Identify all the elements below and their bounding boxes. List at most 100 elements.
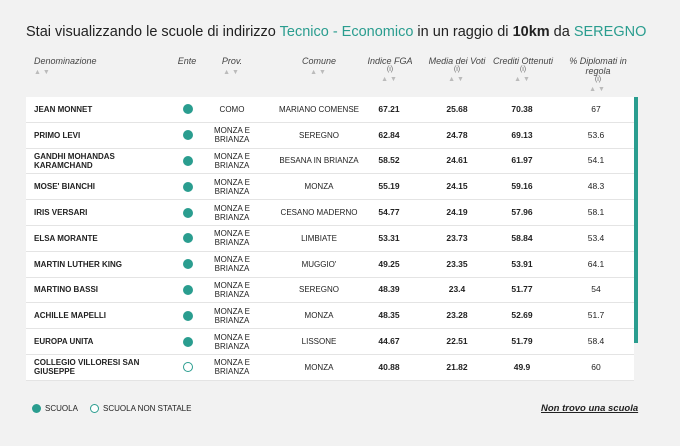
- fga-cell: 49.25: [378, 258, 400, 269]
- statale-dot-icon: [183, 284, 193, 295]
- title-city: SEREGNO: [573, 24, 647, 40]
- diplomati-cell: 67: [591, 103, 601, 114]
- prov-cell: COMO: [219, 104, 245, 114]
- fga-cell: 55.19: [378, 181, 400, 192]
- sort-icon[interactable]: ▲▼: [589, 86, 607, 93]
- school-name: COLLEGIO VILLORESI SAN GIUSEPPE: [34, 358, 140, 377]
- column-header-voti[interactable]: Media dei Voti (i) ▲▼: [426, 56, 488, 83]
- crediti-cell: 51.77: [511, 284, 533, 295]
- ente-cell: [176, 303, 200, 328]
- voti-cell: 24.78: [446, 129, 468, 140]
- column-label-comune: Comune: [301, 56, 337, 66]
- fga-cell: 48.35: [378, 310, 400, 321]
- crediti-cell: 70.38: [511, 103, 533, 114]
- ente-cell: [176, 149, 200, 174]
- sort-icon[interactable]: ▲▼: [223, 69, 241, 76]
- prov-cell: MONZA E BRIANZA: [213, 177, 250, 196]
- sort-icon[interactable]: ▲▼: [381, 76, 399, 83]
- scrollbar[interactable]: [634, 97, 638, 343]
- crediti-cell: 69.13: [511, 129, 533, 140]
- comune-cell: MONZA: [304, 362, 334, 372]
- table-row[interactable]: MOSE' BIANCHI MONZA E BRIANZA MONZA 55.19 24…: [26, 174, 634, 201]
- info-icon[interactable]: (i): [594, 76, 602, 83]
- crediti-cell: 58.84: [511, 232, 533, 243]
- sort-icon[interactable]: ▲▼: [514, 76, 532, 83]
- statale-dot-icon: [183, 233, 193, 244]
- school-name: GANDHI MOHANDAS KARAMCHAND: [34, 151, 115, 170]
- table-header: Denominazione ▲▼ Ente Prov. ▲▼ Comune ▲▼…: [26, 52, 640, 93]
- table-row[interactable]: IRIS VERSARI MONZA E BRIANZA CESANO MADERN…: [26, 200, 634, 226]
- school-name: MARTIN LUTHER KING: [34, 259, 122, 269]
- prov-cell: MONZA E BRIANZA: [213, 306, 250, 325]
- school-name: PRIMO LEVI: [34, 130, 81, 140]
- school-name: MARTINO BASSI: [34, 285, 98, 295]
- column-header-fga[interactable]: Indice FGA (i) ▲▼: [362, 56, 418, 83]
- school-name: ACHILLE MAPELLI: [34, 311, 106, 321]
- sort-icon[interactable]: ▲▼: [310, 69, 328, 76]
- info-icon[interactable]: (i): [453, 66, 461, 73]
- column-header-crediti[interactable]: Crediti Ottenuti (i) ▲▼: [490, 56, 556, 83]
- statale-dot-icon: [183, 310, 193, 321]
- column-label-ente: Ente: [177, 56, 197, 66]
- info-icon[interactable]: (i): [519, 66, 527, 73]
- diplomati-cell: 54.1: [587, 155, 605, 166]
- sort-icon[interactable]: ▲▼: [34, 69, 52, 76]
- ente-cell: [176, 123, 200, 148]
- statale-dot-icon: [183, 181, 193, 192]
- crediti-cell: 61.97: [511, 155, 533, 166]
- fga-cell: 44.67: [378, 336, 400, 347]
- column-header-ente: Ente: [172, 56, 202, 66]
- legend-non-statale: SCUOLA NON STATALE: [90, 404, 191, 413]
- sort-icon[interactable]: ▲▼: [448, 76, 466, 83]
- voti-cell: 23.73: [446, 232, 468, 243]
- ente-cell: [176, 200, 200, 225]
- comune-cell: LIMBIATE: [301, 233, 337, 243]
- school-name: ELSA MORANTE: [34, 233, 98, 243]
- column-header-prov[interactable]: Prov. ▲▼: [212, 56, 252, 76]
- voti-cell: 24.61: [446, 155, 468, 166]
- comune-cell: SEREGNO: [298, 285, 339, 295]
- comune-cell: MONZA: [304, 182, 334, 192]
- column-label-voti: Media dei Voti: [428, 56, 486, 66]
- comune-cell: SEREGNO: [298, 130, 339, 140]
- column-header-comune[interactable]: Comune ▲▼: [284, 56, 354, 76]
- legend-non-statale-label: SCUOLA NON STATALE: [103, 404, 192, 413]
- table-row[interactable]: PRIMO LEVI MONZA E BRIANZA SEREGNO 62.84 24.…: [26, 122, 634, 149]
- info-icon[interactable]: (i): [386, 66, 394, 73]
- prov-cell: MONZA E BRIANZA: [213, 151, 250, 170]
- table-row[interactable]: MARTIN LUTHER KING MONZA E BRIANZA MUGGIO'…: [26, 251, 634, 278]
- prov-cell: MONZA E BRIANZA: [213, 255, 250, 274]
- column-header-name[interactable]: Denominazione ▲▼: [34, 56, 104, 76]
- not-found-link[interactable]: Non trovo una scuola: [541, 403, 639, 414]
- legend-statale: SCUOLA: [32, 404, 78, 413]
- school-table: JEAN MONNET COMO MARIANO COMENSE 67.21 25.68…: [26, 97, 634, 381]
- ente-cell: [176, 329, 200, 354]
- table-row[interactable]: EUROPA UNITA MONZA E BRIANZA LISSONE 44.67 2…: [26, 329, 634, 355]
- school-name: JEAN MONNET: [34, 104, 93, 114]
- table-row[interactable]: ACHILLE MAPELLI MONZA E BRIANZA MONZA 48.35…: [26, 303, 634, 330]
- crediti-cell: 59.16: [511, 181, 533, 192]
- diplomati-cell: 58.1: [587, 207, 605, 218]
- voti-cell: 21.82: [446, 361, 468, 372]
- crediti-cell: 57.96: [511, 207, 533, 218]
- title-prefix: Stai visualizzando le scuole di indirizz…: [26, 24, 280, 40]
- ente-cell: [176, 278, 200, 303]
- table-row[interactable]: JEAN MONNET COMO MARIANO COMENSE 67.21 25.68…: [26, 97, 634, 123]
- title-middle: in un raggio di: [413, 24, 513, 40]
- voti-cell: 23.28: [446, 310, 468, 321]
- ente-cell: [176, 252, 200, 277]
- prov-cell: MONZA E BRIANZA: [213, 203, 250, 222]
- table-row[interactable]: ELSA MORANTE MONZA E BRIANZA LIMBIATE 53.31…: [26, 225, 634, 252]
- diplomati-cell: 53.4: [587, 232, 605, 243]
- table-row[interactable]: COLLEGIO VILLORESI SAN GIUSEPPE MONZA E B…: [26, 354, 634, 381]
- voti-cell: 25.68: [446, 103, 468, 114]
- table-row[interactable]: MARTINO BASSI MONZA E BRIANZA SEREGNO 48.39…: [26, 277, 634, 304]
- voti-cell: 24.15: [446, 181, 468, 192]
- non-statale-dot-icon: [90, 404, 99, 413]
- title-radius: 10km: [512, 24, 550, 40]
- fga-cell: 54.77: [378, 207, 400, 218]
- crediti-cell: 51.79: [511, 336, 533, 347]
- column-header-diplomati[interactable]: % Diplomati in regola (i) ▲▼: [556, 56, 640, 93]
- table-row[interactable]: GANDHI MOHANDAS KARAMCHAND MONZA E BRIANZ…: [26, 148, 634, 175]
- crediti-cell: 53.91: [511, 258, 533, 269]
